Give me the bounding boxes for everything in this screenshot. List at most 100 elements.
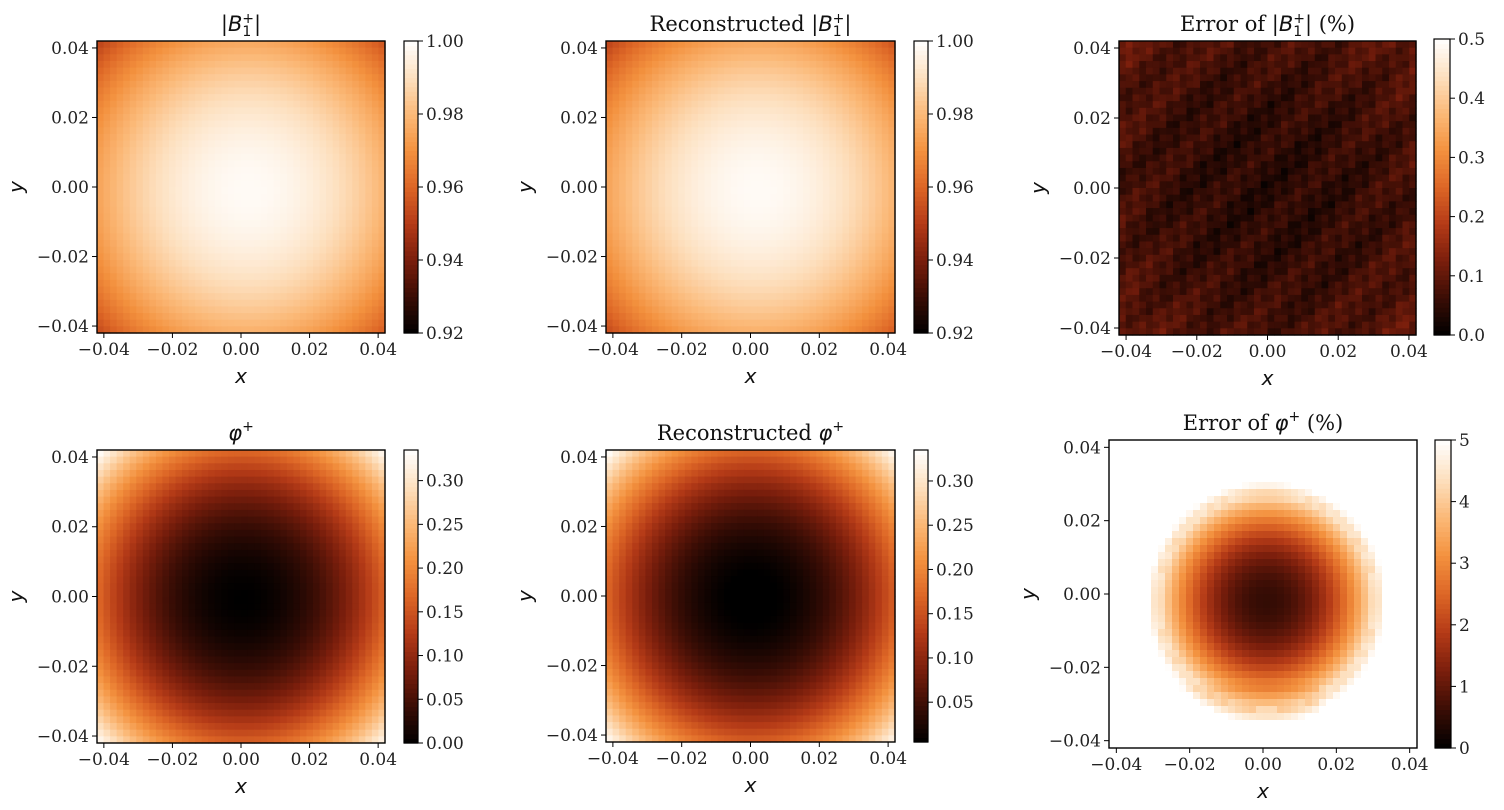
heatmap-cell [730, 80, 738, 89]
heatmap-cell [1152, 67, 1161, 76]
heatmap-cell [123, 87, 131, 95]
heatmap-cell [855, 107, 863, 115]
heatmap-cell [286, 246, 294, 254]
heatmap-cell [632, 87, 640, 95]
heatmap-cell [671, 273, 679, 281]
heatmap-cell [1206, 147, 1215, 156]
heatmap-cell [691, 213, 699, 221]
heatmap-cell [214, 80, 222, 89]
heatmap-cell [665, 260, 673, 268]
heatmap-cell [339, 100, 347, 108]
heatmap-cell [241, 326, 249, 334]
heatmap-cell [182, 246, 190, 254]
heatmap-cell [234, 60, 242, 69]
heatmap-cell [110, 233, 118, 241]
heatmap-cell [763, 313, 771, 321]
heatmap-cell [110, 133, 118, 142]
heatmap-cell [816, 60, 824, 69]
heatmap-cell [842, 213, 850, 221]
heatmap-cell [651, 107, 660, 115]
heatmap-cell [306, 80, 314, 89]
heatmap-cell [684, 160, 692, 168]
heatmap-cell [358, 266, 366, 274]
heatmap-cell [123, 299, 131, 308]
heatmap-cell [1301, 134, 1309, 142]
heatmap-cell [1254, 174, 1262, 182]
heatmap-cell [365, 253, 373, 261]
heatmap-cell [625, 94, 633, 102]
heatmap-cell [796, 87, 804, 95]
colorbar-swatch [404, 296, 418, 302]
heatmap-cell [345, 313, 353, 321]
heatmap-cell [763, 187, 771, 195]
heatmap-cell [182, 206, 190, 215]
heatmap-cell [737, 260, 745, 268]
heatmap-cell [116, 306, 124, 314]
heatmap-cell [378, 299, 386, 308]
heatmap-cell [776, 319, 784, 327]
heatmap-cell [1220, 41, 1228, 49]
heatmap-cell [1132, 87, 1140, 96]
heatmap-cell [116, 100, 124, 108]
heatmap-cell [234, 319, 242, 327]
heatmap-cell [717, 253, 725, 261]
heatmap-cell [619, 273, 627, 281]
heatmap-cell [1233, 107, 1242, 116]
heatmap-cell [1186, 147, 1194, 156]
heatmap-cell [273, 107, 281, 115]
heatmap-cell [737, 306, 745, 314]
heatmap-cell [103, 60, 111, 69]
colorbar-swatch [914, 82, 928, 88]
heatmap-cell [658, 293, 666, 301]
heatmap-cell [182, 107, 190, 115]
heatmap-cell [339, 120, 347, 128]
heatmap-cell [1389, 141, 1397, 149]
heatmap-cell [822, 253, 830, 261]
heatmap-cell [757, 286, 765, 294]
heatmap-cell [286, 220, 294, 228]
heatmap-cell [195, 187, 203, 195]
heatmap-cell [254, 140, 262, 148]
heatmap-cell [326, 167, 334, 175]
heatmap-cell [770, 313, 778, 321]
heatmap-cell [221, 41, 229, 49]
heatmap-cell [862, 127, 870, 135]
heatmap-cell [175, 180, 183, 188]
heatmap-cell [227, 193, 236, 201]
heatmap-cell [345, 80, 353, 89]
heatmap-cell [378, 54, 386, 62]
heatmap-cell [1247, 101, 1255, 109]
heatmap-cell [881, 107, 890, 115]
heatmap-cell [1281, 167, 1289, 176]
heatmap-cell [162, 220, 170, 228]
heatmap-cell [757, 240, 765, 248]
heatmap-cell [352, 319, 360, 327]
heatmap-cell [286, 153, 294, 162]
heatmap-cell [862, 133, 870, 142]
heatmap-cell [97, 87, 105, 95]
heatmap-cell [822, 140, 830, 148]
heatmap-cell [313, 313, 321, 321]
heatmap-cell [110, 200, 118, 208]
heatmap-cell [267, 286, 275, 294]
heatmap-cell [730, 87, 738, 95]
heatmap-cell [97, 246, 105, 254]
heatmap-cell [201, 273, 209, 281]
heatmap-cell [142, 114, 150, 122]
heatmap-cell [678, 240, 686, 248]
heatmap-cell [247, 273, 255, 281]
heatmap-cell [743, 80, 752, 89]
heatmap-cell [201, 114, 209, 122]
heatmap-cell [645, 260, 653, 268]
heatmap-cell [625, 67, 633, 75]
heatmap-cell [1233, 154, 1242, 162]
heatmap-cell [730, 67, 738, 75]
heatmap-cell [658, 226, 666, 235]
heatmap-cell [862, 246, 870, 254]
heatmap-cell [691, 114, 699, 122]
heatmap-cell [313, 94, 321, 102]
heatmap-cell [221, 87, 229, 95]
heatmap-cell [201, 213, 209, 221]
heatmap-cell [129, 60, 137, 69]
heatmap-cell [1213, 41, 1221, 49]
